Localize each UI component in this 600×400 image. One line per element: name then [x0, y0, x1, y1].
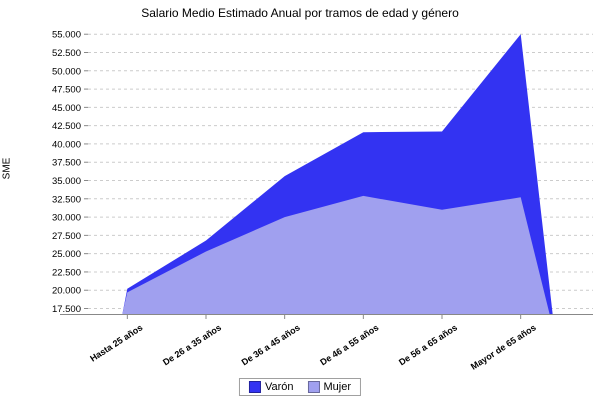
y-tick-label: 42.500: [52, 121, 81, 132]
y-tick-label: 17.500: [52, 304, 81, 315]
y-tick-label: 32.500: [52, 194, 81, 205]
legend-swatch-mujer-icon: [307, 381, 320, 393]
x-category-label: Hasta 25 años: [88, 322, 144, 363]
y-tick-label: 40.000: [52, 139, 81, 150]
x-category-label: De 36 a 45 años: [240, 322, 302, 367]
y-tick-label: 35.000: [52, 176, 81, 187]
y-tick-label: 30.000: [52, 213, 81, 224]
y-tick-label: 25.000: [52, 249, 81, 260]
y-tick-label: 47.500: [52, 85, 81, 96]
y-tick-label: 20.000: [52, 286, 81, 297]
legend-label-varon: Varón: [264, 381, 294, 393]
legend-item-varon: Varón: [248, 381, 294, 393]
x-category-label: De 46 a 55 años: [318, 322, 380, 367]
y-tick-label: 37.500: [52, 158, 81, 169]
y-tick-label: 55.000: [52, 30, 81, 41]
x-category-label: De 26 a 35 años: [161, 322, 223, 367]
y-tick-label: 27.500: [52, 231, 81, 242]
y-tick-label: 22.500: [52, 267, 81, 278]
y-tick-label: 45.000: [52, 103, 81, 114]
area-mujer: [122, 195, 550, 315]
legend-item-mujer: Mujer: [307, 381, 352, 393]
x-category-label: De 56 a 65 años: [397, 322, 459, 367]
legend-swatch-varon-icon: [248, 381, 261, 393]
y-tick-label: 50.000: [52, 66, 81, 77]
y-tick-label: 52.500: [52, 48, 81, 59]
legend-label-mujer: Mujer: [323, 381, 352, 393]
chart-title: Salario Medio Estimado Anual por tramos …: [141, 6, 459, 20]
x-category-label: Mayor de 65 años: [469, 322, 538, 372]
legend: Varón Mujer: [238, 378, 362, 396]
